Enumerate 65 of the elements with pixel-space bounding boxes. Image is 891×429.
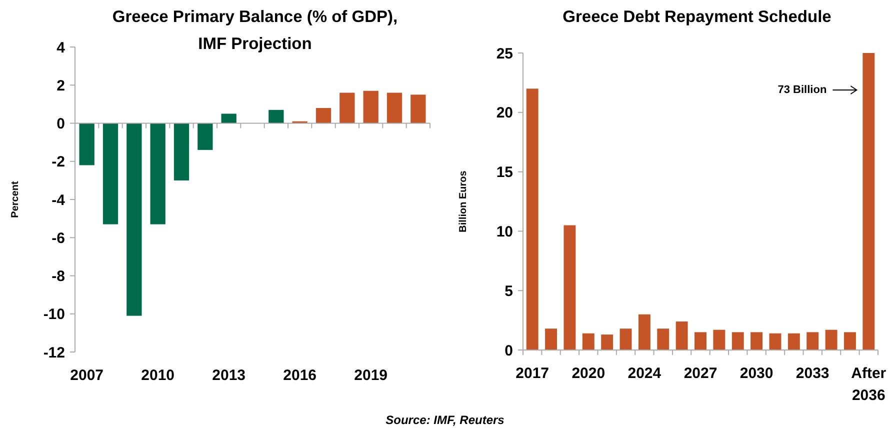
bar xyxy=(174,123,190,180)
bar xyxy=(582,333,594,350)
x-tick-label: 2007 xyxy=(70,367,104,384)
x-tick-label: After 2036 xyxy=(851,365,886,404)
annotation: 73 Billion xyxy=(778,84,827,96)
x-tick-label: 2016 xyxy=(283,367,317,384)
bar xyxy=(564,225,576,350)
y-tick-label: 5 xyxy=(504,282,513,300)
bar xyxy=(410,94,426,124)
y-tick-label: 15 xyxy=(496,164,513,182)
bar xyxy=(713,330,726,350)
x-tick-label: 2030 xyxy=(740,365,774,382)
chart-title: Greece Debt Repayment Schedule xyxy=(562,8,832,26)
bar xyxy=(363,90,378,124)
bar xyxy=(198,123,213,150)
y-tick-label: -2 xyxy=(52,154,65,171)
bar xyxy=(316,108,332,124)
y-tick-label: 0 xyxy=(56,116,65,132)
y-tick-label: 0 xyxy=(504,342,513,360)
y-tick-label: -6 xyxy=(52,230,65,247)
y-tick-label: 10 xyxy=(496,223,513,240)
x-tick-label: 2020 xyxy=(572,365,606,382)
chart-title: Greece Primary Balance (% of GDP), IMF Projection xyxy=(112,8,398,53)
x-tick-label: 2019 xyxy=(354,367,388,384)
bar xyxy=(806,332,819,350)
y-axis-title: Percent xyxy=(10,180,21,218)
bar xyxy=(769,333,782,350)
bar xyxy=(788,333,800,350)
y-tick-label: -8 xyxy=(52,268,65,285)
bar xyxy=(694,332,706,350)
bar xyxy=(340,92,355,124)
y-tick-label: -4 xyxy=(52,192,66,209)
x-tick-label: 2017 xyxy=(516,365,550,382)
bar xyxy=(545,328,558,350)
bar xyxy=(126,123,142,316)
bar xyxy=(386,92,402,124)
source-note: Source: IMF, Reuters xyxy=(386,413,505,427)
x-tick-label: 2027 xyxy=(684,365,718,382)
bar xyxy=(825,330,838,350)
x-tick-label: 2024 xyxy=(628,365,662,382)
y-tick-label: 20 xyxy=(496,104,513,122)
bar xyxy=(657,328,670,350)
bar xyxy=(844,332,856,350)
y-tick-label: 2 xyxy=(56,77,65,94)
bar xyxy=(526,88,538,350)
bar xyxy=(150,123,166,224)
y-tick-label: -10 xyxy=(43,306,65,324)
bar xyxy=(620,328,632,350)
x-tick-label: 2033 xyxy=(796,365,830,382)
bar xyxy=(268,110,284,124)
bar xyxy=(638,314,650,350)
y-tick-label: 25 xyxy=(496,45,513,62)
x-tick-label: 2013 xyxy=(212,367,246,384)
y-tick-label: 4 xyxy=(56,39,66,56)
x-tick-label: 2010 xyxy=(141,367,175,384)
bar xyxy=(221,114,236,124)
bar xyxy=(732,332,744,350)
y-tick-label: -12 xyxy=(43,344,65,362)
bar xyxy=(676,321,688,350)
bar xyxy=(750,332,763,350)
y-axis-title: Billion Euros xyxy=(458,170,469,232)
bar xyxy=(862,53,875,350)
bar xyxy=(102,123,118,224)
bar xyxy=(601,334,614,350)
bar xyxy=(79,123,94,166)
